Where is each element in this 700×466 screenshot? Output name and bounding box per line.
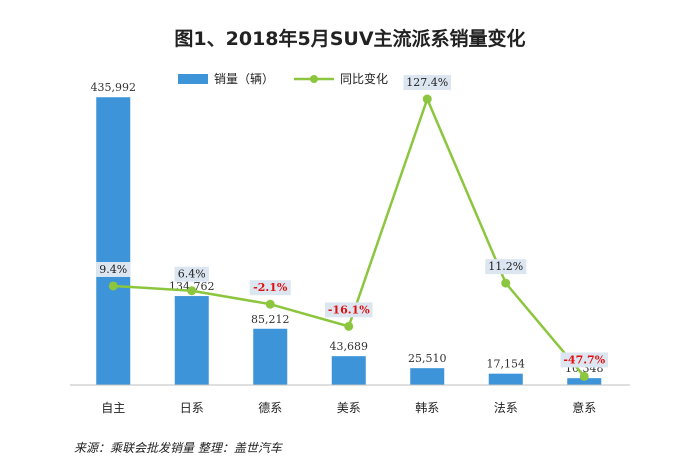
legend-bar-label: 销量（辆） <box>214 72 274 86</box>
line-label-2: 6.4% <box>178 268 206 281</box>
legend-line-marker <box>310 75 318 83</box>
x-tick-3: 德系 <box>258 400 282 415</box>
legend-bar-swatch <box>178 74 208 84</box>
line-label-bg-1 <box>96 261 131 277</box>
line-label-5: 127.4% <box>406 76 448 89</box>
bar-series <box>96 97 602 386</box>
line-label-3: -2.1% <box>253 281 288 294</box>
bar-label-4: 43,689 <box>330 340 369 353</box>
source-note: 来源：乘联会批发销量 整理：盖世汽车 <box>74 441 284 455</box>
line-point-6 <box>501 278 511 288</box>
bar-2 <box>174 296 209 385</box>
bar-1 <box>96 97 131 386</box>
legend: 销量（辆） 同比变化 <box>178 71 388 86</box>
line-label-1: 9.4% <box>99 263 127 276</box>
bar-7 <box>567 378 602 385</box>
line-series <box>108 94 589 381</box>
line-label-bg-4 <box>324 302 373 318</box>
x-tick-1: 自主 <box>101 401 125 415</box>
bar-value-labels: 435,992134,76285,21243,68925,51017,15410… <box>91 81 604 375</box>
x-tick-6: 法系 <box>494 401 518 415</box>
line-point-4 <box>344 321 354 331</box>
line-label-bg-7 <box>560 352 609 368</box>
x-axis-ticks: 自主 日系 德系 美系 韩系 法系 意系 <box>101 400 596 415</box>
bar-3 <box>253 328 288 385</box>
line-point-1 <box>108 281 118 291</box>
line-point-2 <box>187 286 197 296</box>
line-point-7 <box>579 371 589 381</box>
bar-label-6: 17,154 <box>487 358 526 371</box>
line-label-6: 11.2% <box>488 260 523 273</box>
line-label-bg-2 <box>174 266 209 282</box>
bar-label-3: 85,212 <box>251 313 290 326</box>
x-tick-4: 美系 <box>337 401 361 415</box>
x-tick-7: 意系 <box>572 400 596 415</box>
bar-label-5: 25,510 <box>408 352 447 365</box>
bar-4 <box>331 356 366 385</box>
line-label-bg-3 <box>249 280 291 296</box>
line-label-4: -16.1% <box>328 303 370 316</box>
bar-5 <box>410 368 445 385</box>
line-point-3 <box>265 299 275 309</box>
x-tick-2: 日系 <box>180 401 204 415</box>
chart-title: 图1、2018年5月SUV主流派系销量变化 <box>174 27 525 50</box>
line-value-labels: 9.4% 6.4% -2.1% -16.1% 127.4% 11.2% -47.7% <box>96 75 609 368</box>
line-point-5 <box>422 94 432 104</box>
bar-6 <box>488 373 523 385</box>
line-label-bg-6 <box>485 259 527 275</box>
legend-line-label: 同比变化 <box>340 71 388 86</box>
bar-label-1: 435,992 <box>91 81 137 94</box>
line-label-bg-5 <box>403 75 452 91</box>
line-label-7: -47.7% <box>563 353 605 366</box>
x-tick-5: 韩系 <box>415 400 439 415</box>
